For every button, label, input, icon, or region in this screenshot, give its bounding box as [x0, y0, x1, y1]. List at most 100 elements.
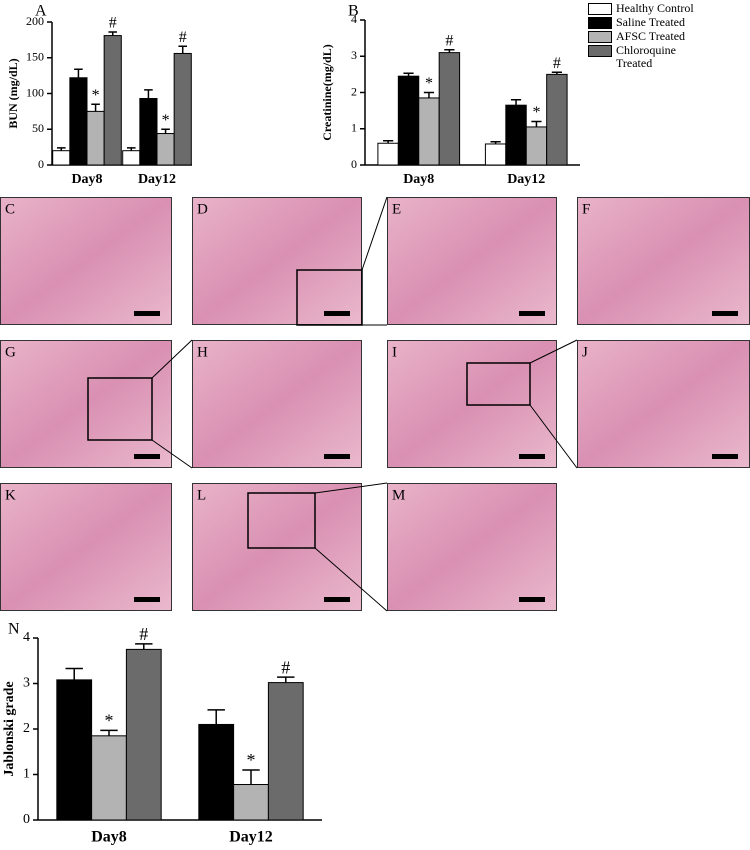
bar [52, 150, 71, 166]
zoom-connector [361, 196, 388, 271]
y-tick-label: 150 [26, 50, 44, 64]
legend-label: Saline Treated [616, 15, 685, 29]
x-tick-label: Day12 [507, 172, 545, 187]
scale-bar [712, 454, 738, 459]
error-bar [510, 99, 522, 106]
scale-bar [134, 311, 160, 316]
bar [91, 735, 127, 821]
panel-label: D [197, 201, 208, 217]
legend-label: Healthy Control [616, 1, 694, 15]
significance-marker: * [247, 750, 256, 770]
y-tick-label: 3 [23, 676, 30, 691]
y-tick-label: 0 [351, 157, 357, 171]
histology-image [192, 340, 362, 468]
legend-swatch [588, 45, 612, 57]
zoom-box [87, 377, 153, 441]
error-bar [74, 68, 83, 78]
error-bar [531, 120, 542, 127]
y-tick-label: 4 [23, 630, 30, 645]
y-axis-label: Creatinine(mg/dL) [320, 44, 334, 140]
error-bar [277, 676, 295, 683]
bar [438, 52, 461, 166]
error-bar [65, 667, 83, 680]
legend-swatch [588, 17, 612, 29]
bar [377, 142, 399, 166]
y-axis-label: BUN (mg/dL) [6, 58, 20, 128]
bar [86, 110, 105, 166]
panel-label: M [392, 487, 405, 503]
bar [125, 648, 162, 821]
panel-label: A [35, 3, 47, 20]
y-tick-label: 0 [38, 157, 44, 171]
bar [418, 97, 440, 166]
panel-label: B [348, 3, 359, 20]
error-bar [490, 141, 501, 144]
bar [122, 150, 141, 166]
zoom-box [247, 492, 316, 549]
legend-item: AFSC Treated [588, 30, 743, 43]
scale-bar [324, 454, 350, 459]
significance-marker: # [281, 657, 290, 677]
scale-bar [324, 311, 350, 316]
scale-bar [134, 597, 160, 602]
error-bar [161, 128, 170, 134]
panel-label: G [5, 344, 16, 360]
legend-swatch [588, 31, 612, 43]
legend: Healthy Control Saline Treated AFSC Treate… [588, 2, 743, 71]
bar [233, 784, 269, 821]
scale-bar [712, 311, 738, 316]
legend-swatch [588, 3, 612, 15]
x-tick-label: Day12 [229, 829, 273, 846]
bar [139, 98, 158, 166]
y-tick-label: 100 [26, 85, 44, 99]
significance-marker: * [425, 75, 433, 92]
zoom-connector [529, 404, 578, 469]
x-tick-label: Day8 [403, 172, 434, 187]
histology-image [0, 197, 172, 325]
histology-image [577, 340, 750, 468]
error-bar [403, 72, 414, 77]
error-bar [100, 729, 118, 736]
histology-image [577, 197, 750, 325]
error-bar [144, 89, 153, 99]
zoom-box [466, 362, 531, 406]
bar [267, 682, 304, 821]
bar [525, 126, 548, 166]
panel-label: J [582, 344, 588, 360]
error-bar [551, 71, 562, 75]
scale-bar [519, 597, 545, 602]
y-tick-label: 1 [351, 121, 357, 135]
significance-marker: # [109, 15, 117, 32]
bar [198, 723, 235, 821]
zoom-connector [314, 547, 388, 612]
panel-label: L [197, 487, 206, 503]
histology-image [192, 483, 362, 611]
significance-marker: # [139, 624, 148, 644]
scale-bar [134, 454, 160, 459]
scale-bar [519, 311, 545, 316]
bar [173, 52, 192, 166]
legend-label: AFSC Treated [616, 29, 686, 43]
histology-image [0, 340, 172, 468]
histology-image [387, 340, 557, 468]
panel-label: I [392, 344, 397, 360]
significance-marker: * [162, 112, 170, 129]
y-tick-label: 50 [32, 121, 44, 135]
zoom-connector [151, 339, 193, 379]
zoom-connector [529, 339, 578, 364]
panel-label: C [5, 201, 15, 217]
x-tick-label: Day8 [71, 172, 102, 187]
zoom-connector [151, 439, 193, 469]
x-tick-label: Day12 [138, 172, 176, 187]
error-bar [242, 769, 260, 785]
bar [546, 73, 568, 166]
error-bar [178, 45, 188, 54]
legend-item: Chloroquine Treated [588, 44, 743, 70]
zoom-box [296, 269, 363, 326]
scale-bar [519, 454, 545, 459]
legend-label: Chloroquine Treated [616, 43, 676, 70]
error-bar [423, 91, 435, 98]
panel-label: H [197, 344, 208, 360]
error-bar [56, 147, 66, 151]
scale-bar [324, 597, 350, 602]
